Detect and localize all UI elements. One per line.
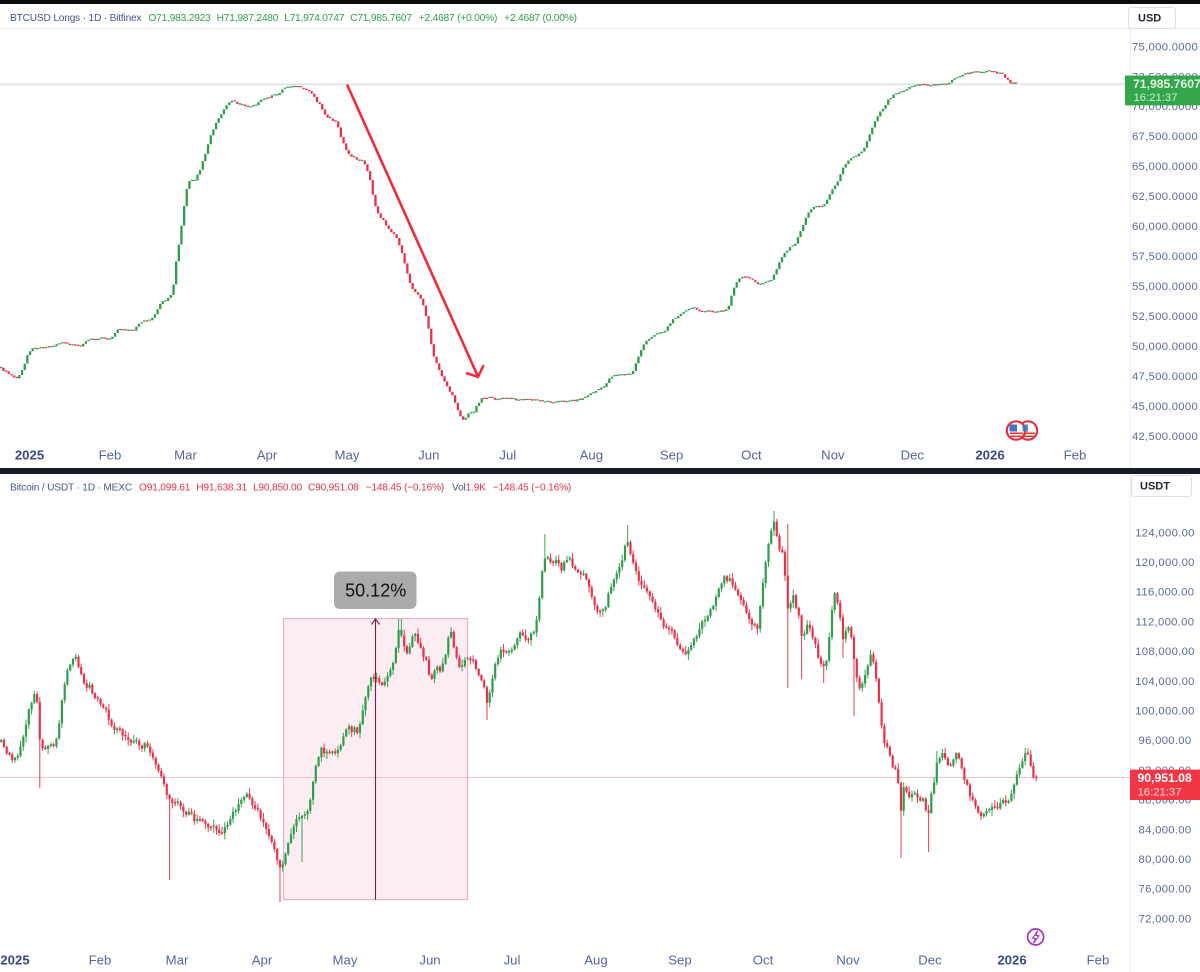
svg-text:May: May bbox=[335, 448, 360, 463]
svg-text:2026: 2026 bbox=[975, 448, 1004, 463]
svg-text:47,500.0000: 47,500.0000 bbox=[1132, 371, 1198, 383]
svg-text:Feb: Feb bbox=[1087, 953, 1110, 968]
svg-text:80,000.00: 80,000.00 bbox=[1139, 854, 1192, 866]
svg-text:52,500.0000: 52,500.0000 bbox=[1132, 311, 1198, 323]
svg-text:116,000.00: 116,000.00 bbox=[1136, 587, 1195, 599]
svg-text:60,000.0000: 60,000.0000 bbox=[1132, 221, 1198, 233]
svg-text:71,985.7607: 71,985.7607 bbox=[1133, 77, 1200, 91]
svg-text:50,000.0000: 50,000.0000 bbox=[1132, 341, 1198, 353]
svg-text:90,951.08: 90,951.08 bbox=[1138, 771, 1192, 785]
svg-text:Nov: Nov bbox=[836, 953, 860, 968]
svg-text:Aug: Aug bbox=[584, 953, 607, 968]
svg-text:Dec: Dec bbox=[901, 448, 925, 463]
svg-text:100,000.00: 100,000.00 bbox=[1135, 706, 1195, 718]
svg-text:Apr: Apr bbox=[257, 448, 278, 463]
svg-text:50.12%: 50.12% bbox=[345, 581, 406, 601]
svg-text:Jun: Jun bbox=[418, 448, 439, 463]
svg-text:Jul: Jul bbox=[504, 953, 521, 968]
svg-text:96,000.00: 96,000.00 bbox=[1139, 735, 1192, 747]
svg-text:75,000.0000: 75,000.0000 bbox=[1132, 41, 1198, 53]
svg-text:67,500.0000: 67,500.0000 bbox=[1132, 131, 1198, 143]
svg-text:Mar: Mar bbox=[174, 448, 197, 463]
svg-text:Sep: Sep bbox=[668, 953, 691, 968]
svg-text:2025: 2025 bbox=[15, 448, 44, 463]
svg-text:Feb: Feb bbox=[99, 448, 122, 463]
svg-text:Feb: Feb bbox=[89, 953, 112, 968]
svg-text:Mar: Mar bbox=[166, 953, 189, 968]
svg-text:Aug: Aug bbox=[580, 448, 603, 463]
svg-text:120,000.00: 120,000.00 bbox=[1135, 557, 1195, 569]
svg-text:16:21:37: 16:21:37 bbox=[1134, 92, 1178, 104]
svg-text:16:21:37: 16:21:37 bbox=[1138, 786, 1182, 798]
svg-text:Oct: Oct bbox=[753, 953, 774, 968]
svg-text:65,000.0000: 65,000.0000 bbox=[1132, 161, 1198, 173]
svg-text:Feb: Feb bbox=[1064, 448, 1087, 463]
svg-text:62,500.0000: 62,500.0000 bbox=[1132, 191, 1198, 203]
svg-text:2026: 2026 bbox=[997, 953, 1026, 968]
svg-text:104,000.00: 104,000.00 bbox=[1135, 676, 1195, 688]
svg-text:Jul: Jul bbox=[499, 448, 516, 463]
svg-text:55,000.0000: 55,000.0000 bbox=[1132, 281, 1198, 293]
svg-text:May: May bbox=[333, 953, 358, 968]
svg-text:Nov: Nov bbox=[821, 448, 845, 463]
svg-text:57,500.0000: 57,500.0000 bbox=[1132, 251, 1198, 263]
svg-text:USDT: USDT bbox=[1140, 481, 1170, 493]
svg-text:76,000.00: 76,000.00 bbox=[1139, 884, 1192, 896]
svg-text:2025: 2025 bbox=[0, 953, 29, 968]
svg-text:124,000.00: 124,000.00 bbox=[1135, 527, 1195, 539]
svg-text:108,000.00: 108,000.00 bbox=[1135, 646, 1195, 658]
svg-text:Dec: Dec bbox=[918, 953, 942, 968]
svg-text:Sep: Sep bbox=[660, 448, 683, 463]
svg-text:84,000.00: 84,000.00 bbox=[1139, 824, 1192, 836]
svg-text:42,500.0000: 42,500.0000 bbox=[1132, 431, 1198, 443]
svg-text:112,000.00: 112,000.00 bbox=[1136, 616, 1195, 628]
svg-text:45,000.0000: 45,000.0000 bbox=[1132, 401, 1198, 413]
svg-text:Jun: Jun bbox=[419, 953, 440, 968]
svg-text:Oct: Oct bbox=[741, 448, 762, 463]
svg-text:USD: USD bbox=[1138, 13, 1161, 25]
svg-text:72,000.00: 72,000.00 bbox=[1139, 913, 1192, 925]
svg-text:Apr: Apr bbox=[252, 953, 273, 968]
